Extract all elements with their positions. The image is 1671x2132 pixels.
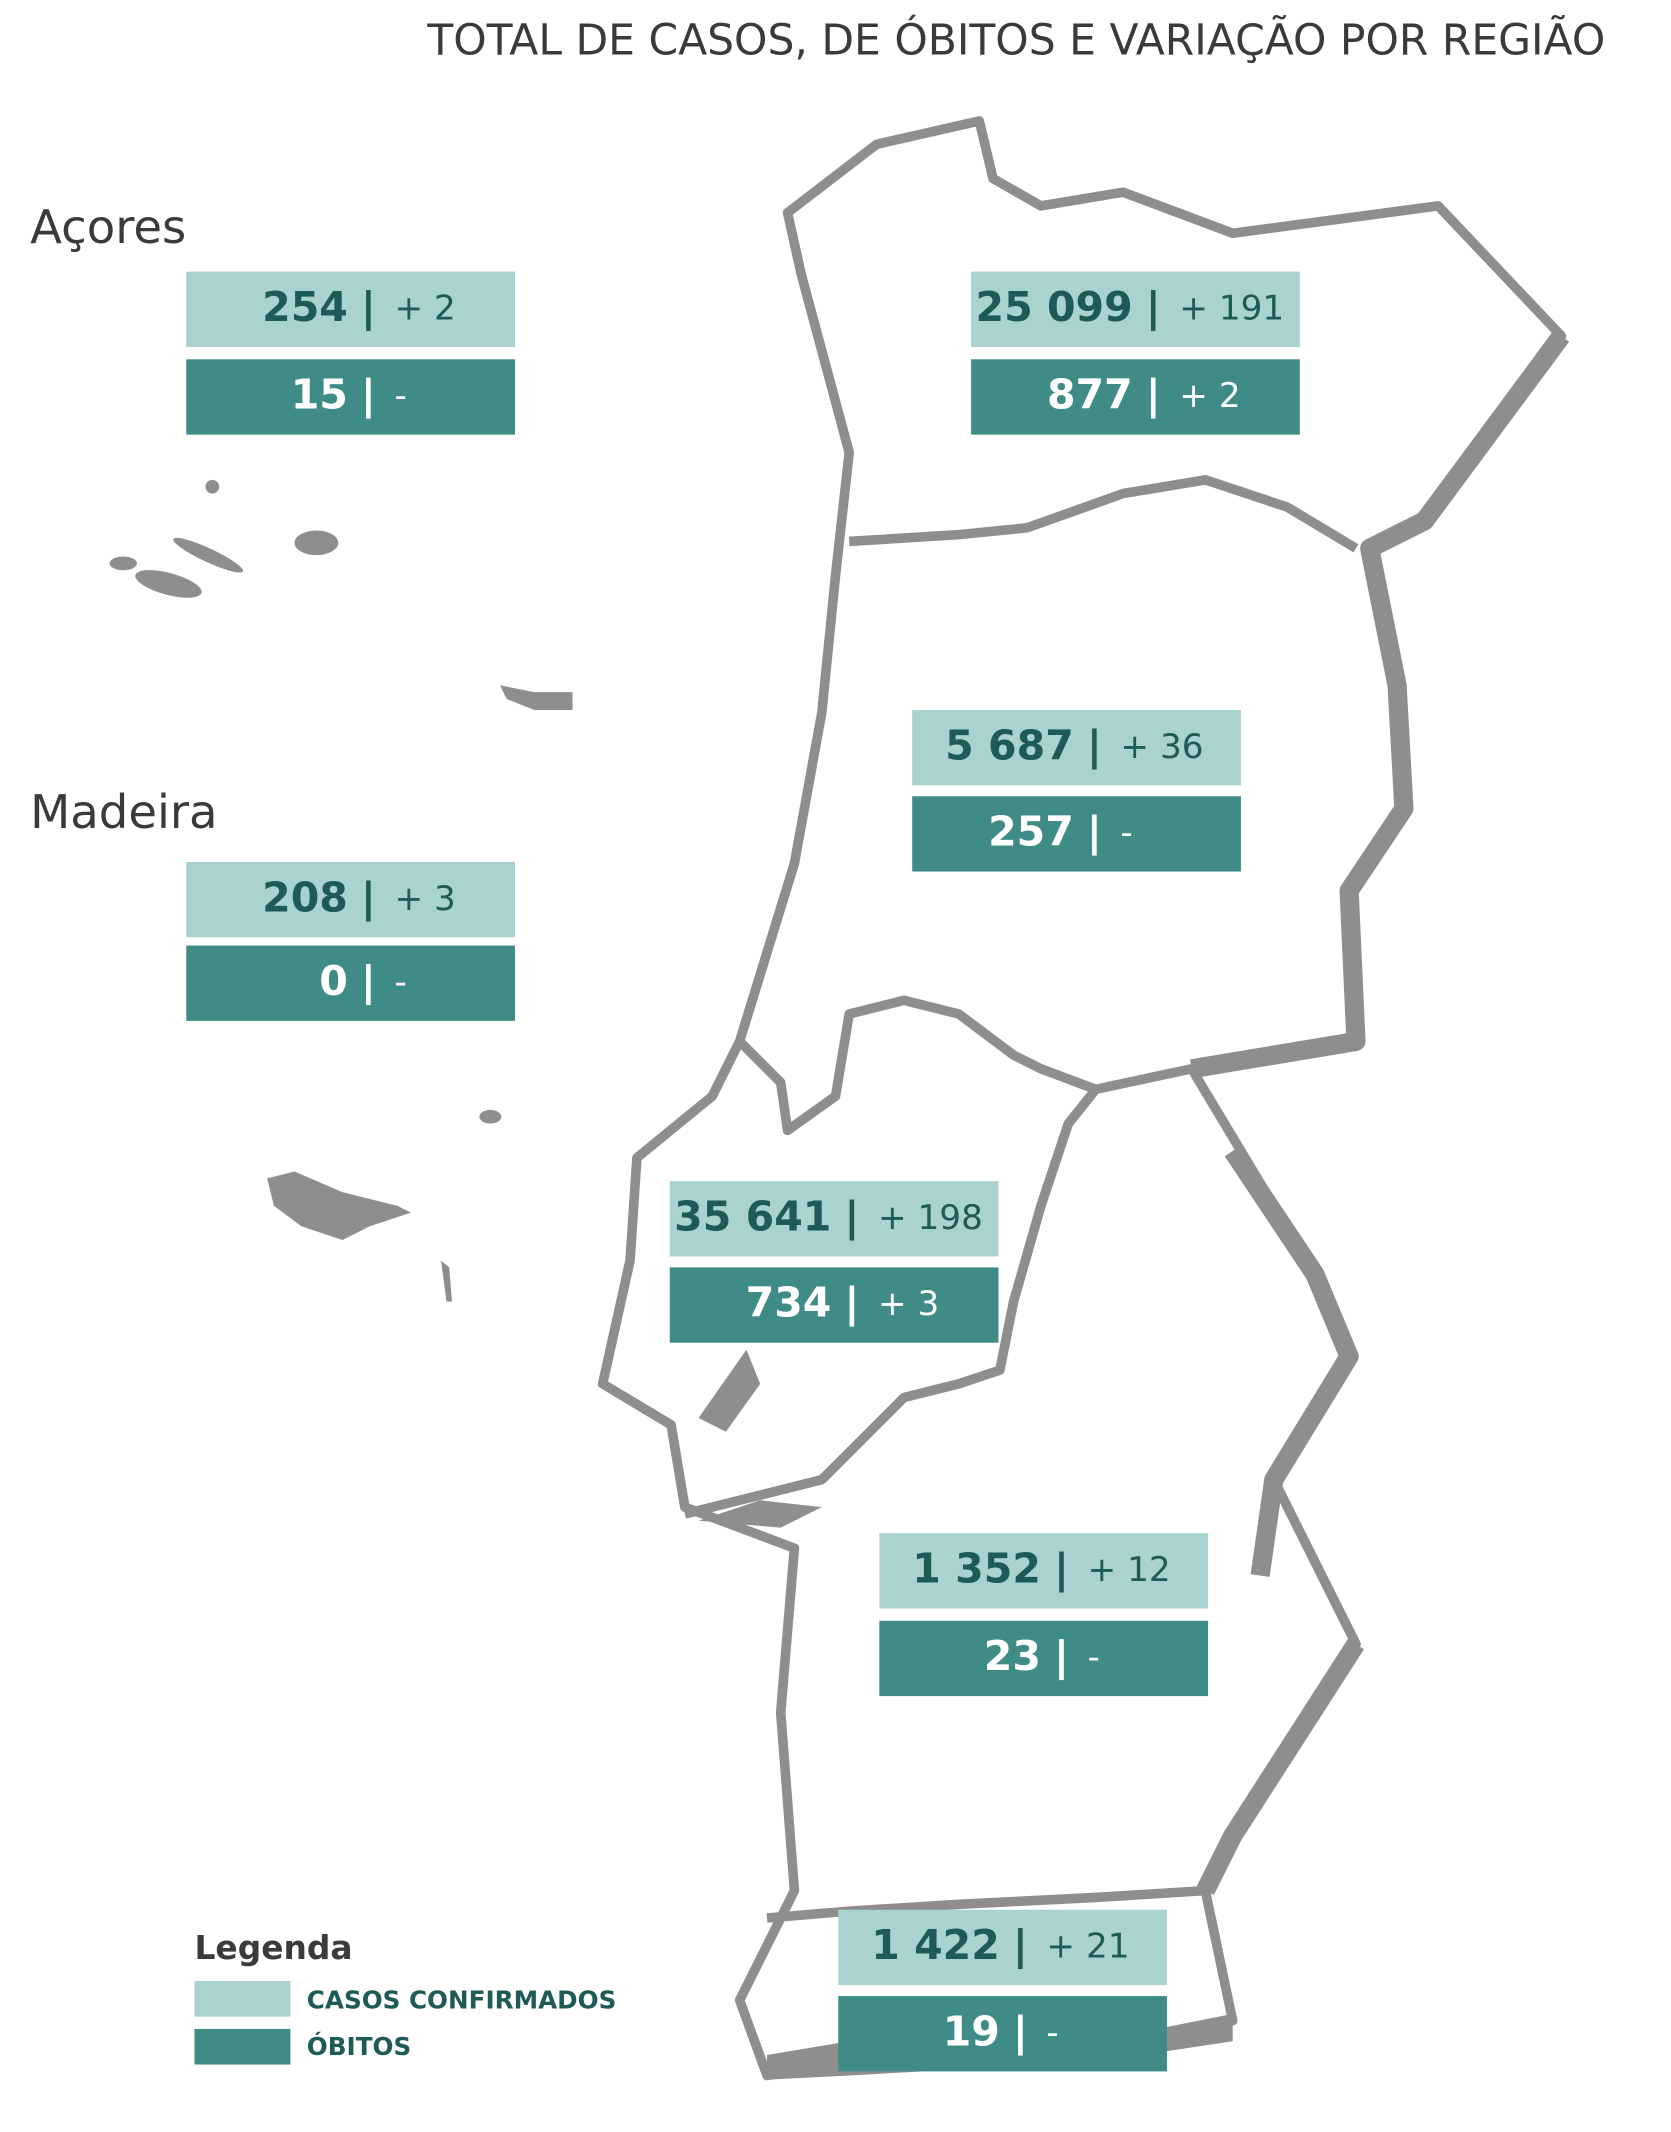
cases-value: 5 687 xyxy=(945,721,1074,769)
region-border xyxy=(736,995,1193,1136)
estuary xyxy=(698,1349,761,1432)
cases-box xyxy=(912,709,1241,786)
deaths-value: 15 xyxy=(291,371,348,419)
cases-box xyxy=(879,1533,1209,1609)
mainland-map xyxy=(597,116,1570,2081)
island xyxy=(441,1260,452,1302)
cases-box xyxy=(186,861,515,938)
border-shading xyxy=(1190,330,1570,1895)
deaths-box xyxy=(838,1996,1167,2072)
separator: | xyxy=(361,873,376,922)
region-border xyxy=(766,1885,1206,1923)
cases-value: 1 422 xyxy=(871,1921,1000,1969)
deaths-change: - xyxy=(1046,2013,1058,2053)
cases-box xyxy=(838,1909,1167,1986)
cases-value: 208 xyxy=(262,873,348,921)
cases-change: + 191 xyxy=(1179,288,1284,328)
cases-change: + 198 xyxy=(878,1198,983,1238)
cases-box xyxy=(669,1181,999,1257)
region-label: Madeira xyxy=(30,785,217,839)
island xyxy=(173,537,244,573)
legend-label: CASOS CONFIRMADOS xyxy=(307,1986,617,2015)
deaths-value: 19 xyxy=(943,2007,1000,2055)
deaths-box xyxy=(879,1620,1209,1697)
cases-box xyxy=(971,271,1300,347)
cases-value: 35 641 xyxy=(674,1192,831,1240)
madeira-islands xyxy=(267,1109,502,1302)
cases-value: 25 099 xyxy=(976,283,1133,331)
legend-swatch xyxy=(194,2028,291,2065)
cases-change: + 3 xyxy=(394,879,455,919)
island xyxy=(205,479,220,494)
separator: | xyxy=(1013,2007,1028,2056)
deaths-value: 23 xyxy=(984,1632,1041,1680)
deaths-box xyxy=(669,1267,999,1343)
title: TOTAL DE CASOS, DE ÓBITOS E VARIAÇÃO POR… xyxy=(426,14,1605,65)
separator: | xyxy=(1054,1544,1069,1593)
deaths-value: 257 xyxy=(988,808,1074,856)
cases-change: + 2 xyxy=(394,288,455,328)
legend-title: Legenda xyxy=(194,1928,352,1967)
island xyxy=(135,570,202,598)
region-border xyxy=(683,1086,1100,1519)
legend: Legenda CASOS CONFIRMADOS ÓBITOS xyxy=(194,1928,616,2065)
cases-box xyxy=(186,271,515,347)
cases-change: + 12 xyxy=(1088,1550,1171,1590)
deaths-box xyxy=(186,359,515,435)
deaths-change: - xyxy=(394,962,406,1002)
region-border xyxy=(848,475,1359,553)
cases-value: 1 352 xyxy=(912,1544,1041,1592)
separator: | xyxy=(1146,371,1161,420)
separator: | xyxy=(1087,721,1102,770)
separator: | xyxy=(361,371,376,420)
island xyxy=(109,556,137,571)
deaths-change: - xyxy=(1120,813,1132,853)
separator: | xyxy=(844,1192,859,1241)
deaths-change: - xyxy=(1088,1638,1100,1678)
separator: | xyxy=(844,1279,859,1328)
legend-swatch xyxy=(194,1980,291,2017)
island xyxy=(267,1171,411,1241)
island xyxy=(294,530,339,556)
separator: | xyxy=(1146,283,1161,332)
separator: | xyxy=(1087,808,1102,857)
cases-change: + 21 xyxy=(1046,1927,1129,1967)
deaths-value: 734 xyxy=(746,1279,832,1327)
deaths-change: - xyxy=(394,376,406,416)
island xyxy=(499,685,573,710)
deaths-box xyxy=(971,359,1300,435)
estuary xyxy=(698,1500,822,1528)
deaths-value: 0 xyxy=(319,957,348,1005)
deaths-box xyxy=(186,945,515,1021)
separator: | xyxy=(1013,1921,1028,1970)
deaths-change: + 3 xyxy=(878,1284,939,1324)
island xyxy=(479,1109,502,1124)
separator: | xyxy=(361,957,376,1006)
cases-change: + 36 xyxy=(1120,727,1203,767)
deaths-box xyxy=(912,796,1241,872)
separator: | xyxy=(361,283,376,332)
legend-label: ÓBITOS xyxy=(307,2031,411,2061)
separator: | xyxy=(1054,1632,1069,1681)
cases-value: 254 xyxy=(262,283,348,331)
azores-islands xyxy=(109,479,573,710)
deaths-value: 877 xyxy=(1047,371,1133,419)
deaths-change: + 2 xyxy=(1179,376,1240,416)
region-label: Açores xyxy=(30,200,186,254)
